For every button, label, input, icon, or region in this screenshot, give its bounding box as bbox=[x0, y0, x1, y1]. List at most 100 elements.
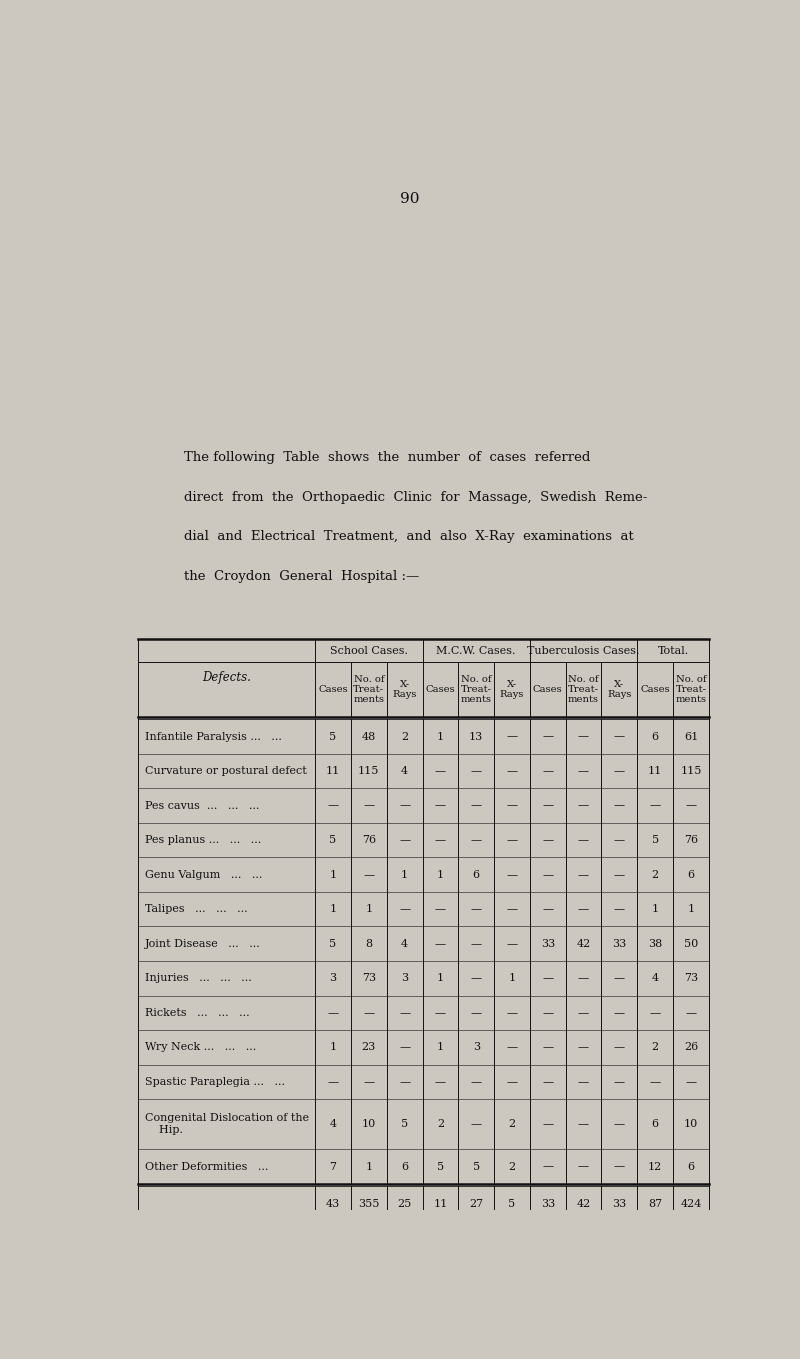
Text: 33: 33 bbox=[541, 939, 555, 949]
Text: 4: 4 bbox=[330, 1120, 337, 1129]
Text: Wry Neck ...   ...   ...: Wry Neck ... ... ... bbox=[145, 1042, 256, 1052]
Text: —: — bbox=[542, 1008, 554, 1018]
Text: 50: 50 bbox=[684, 939, 698, 949]
Text: 2: 2 bbox=[651, 1042, 658, 1052]
Text: —: — bbox=[614, 1120, 625, 1129]
Text: —: — bbox=[542, 1042, 554, 1052]
Text: —: — bbox=[542, 1076, 554, 1087]
Text: —: — bbox=[578, 973, 589, 984]
Text: 1: 1 bbox=[437, 973, 444, 984]
Text: —: — bbox=[578, 766, 589, 776]
Text: 26: 26 bbox=[684, 1042, 698, 1052]
Text: —: — bbox=[506, 1008, 518, 1018]
Text: —: — bbox=[614, 1076, 625, 1087]
Text: 11: 11 bbox=[434, 1199, 447, 1208]
Text: —: — bbox=[363, 1076, 374, 1087]
Text: 33: 33 bbox=[612, 939, 626, 949]
Text: 10: 10 bbox=[362, 1120, 376, 1129]
Text: —: — bbox=[327, 1076, 338, 1087]
Text: —: — bbox=[435, 836, 446, 845]
Text: —: — bbox=[686, 800, 697, 810]
Text: —: — bbox=[650, 1008, 661, 1018]
Text: 25: 25 bbox=[398, 1199, 412, 1208]
Text: —: — bbox=[650, 1076, 661, 1087]
Text: —: — bbox=[578, 800, 589, 810]
Text: —: — bbox=[399, 1008, 410, 1018]
Text: —: — bbox=[470, 1076, 482, 1087]
Text: 11: 11 bbox=[648, 766, 662, 776]
Text: —: — bbox=[506, 731, 518, 742]
Text: 33: 33 bbox=[612, 1199, 626, 1208]
Text: —: — bbox=[399, 904, 410, 915]
Text: —: — bbox=[470, 766, 482, 776]
Text: —: — bbox=[578, 1120, 589, 1129]
Text: —: — bbox=[650, 800, 661, 810]
Text: The following  Table  shows  the  number  of  cases  referred: The following Table shows the number of … bbox=[184, 451, 590, 463]
Text: the  Croydon  General  Hospital :—: the Croydon General Hospital :— bbox=[184, 571, 419, 583]
Text: 42: 42 bbox=[577, 939, 590, 949]
Text: —: — bbox=[542, 870, 554, 879]
Text: 6: 6 bbox=[687, 870, 694, 879]
Text: X-
Rays: X- Rays bbox=[607, 680, 631, 699]
Text: —: — bbox=[327, 800, 338, 810]
Text: School Cases.: School Cases. bbox=[330, 646, 408, 655]
Text: 43: 43 bbox=[326, 1199, 340, 1208]
Text: —: — bbox=[470, 973, 482, 984]
Text: 6: 6 bbox=[651, 1120, 658, 1129]
Text: 2: 2 bbox=[651, 870, 658, 879]
Text: 87: 87 bbox=[648, 1199, 662, 1208]
Text: 4: 4 bbox=[401, 766, 408, 776]
Text: 61: 61 bbox=[684, 731, 698, 742]
Text: 3: 3 bbox=[330, 973, 337, 984]
Text: —: — bbox=[399, 800, 410, 810]
Text: —: — bbox=[542, 800, 554, 810]
Text: —: — bbox=[614, 1042, 625, 1052]
Text: 1: 1 bbox=[366, 1162, 372, 1171]
Text: 4: 4 bbox=[401, 939, 408, 949]
Text: Cases: Cases bbox=[640, 685, 670, 694]
Text: 1: 1 bbox=[401, 870, 408, 879]
Text: —: — bbox=[399, 1042, 410, 1052]
Text: 48: 48 bbox=[362, 731, 376, 742]
Text: —: — bbox=[470, 1120, 482, 1129]
Text: 1: 1 bbox=[687, 904, 694, 915]
Text: No. of
Treat-
ments: No. of Treat- ments bbox=[354, 674, 384, 704]
Text: 10: 10 bbox=[684, 1120, 698, 1129]
Text: Total.: Total. bbox=[658, 646, 689, 655]
Text: Curvature or postural defect: Curvature or postural defect bbox=[145, 766, 306, 776]
Text: 73: 73 bbox=[684, 973, 698, 984]
Text: —: — bbox=[542, 904, 554, 915]
Text: Injuries   ...   ...   ...: Injuries ... ... ... bbox=[145, 973, 251, 984]
Text: —: — bbox=[506, 766, 518, 776]
Text: Cases: Cases bbox=[426, 685, 455, 694]
Text: Tuberculosis Cases.: Tuberculosis Cases. bbox=[527, 646, 640, 655]
Text: 11: 11 bbox=[326, 766, 340, 776]
Text: —: — bbox=[578, 1076, 589, 1087]
Text: Cases: Cases bbox=[318, 685, 348, 694]
Text: —: — bbox=[470, 836, 482, 845]
Text: —: — bbox=[399, 1076, 410, 1087]
Text: 2: 2 bbox=[437, 1120, 444, 1129]
Text: Joint Disease   ...   ...: Joint Disease ... ... bbox=[145, 939, 260, 949]
Text: 23: 23 bbox=[362, 1042, 376, 1052]
Text: —: — bbox=[542, 973, 554, 984]
Text: 1: 1 bbox=[330, 1042, 337, 1052]
Text: 5: 5 bbox=[330, 939, 337, 949]
Text: 38: 38 bbox=[648, 939, 662, 949]
Text: —: — bbox=[578, 1008, 589, 1018]
Text: —: — bbox=[614, 800, 625, 810]
Text: 1: 1 bbox=[330, 904, 337, 915]
Text: 13: 13 bbox=[469, 731, 483, 742]
Text: M.C.W. Cases.: M.C.W. Cases. bbox=[437, 646, 516, 655]
Text: 355: 355 bbox=[358, 1199, 379, 1208]
Text: 3: 3 bbox=[401, 973, 408, 984]
Text: 76: 76 bbox=[684, 836, 698, 845]
Text: 2: 2 bbox=[509, 1120, 515, 1129]
Text: 6: 6 bbox=[651, 731, 658, 742]
Text: —: — bbox=[506, 904, 518, 915]
Text: 7: 7 bbox=[330, 1162, 337, 1171]
Text: —: — bbox=[578, 836, 589, 845]
Text: —: — bbox=[470, 939, 482, 949]
Text: 2: 2 bbox=[509, 1162, 515, 1171]
Text: 1: 1 bbox=[651, 904, 658, 915]
